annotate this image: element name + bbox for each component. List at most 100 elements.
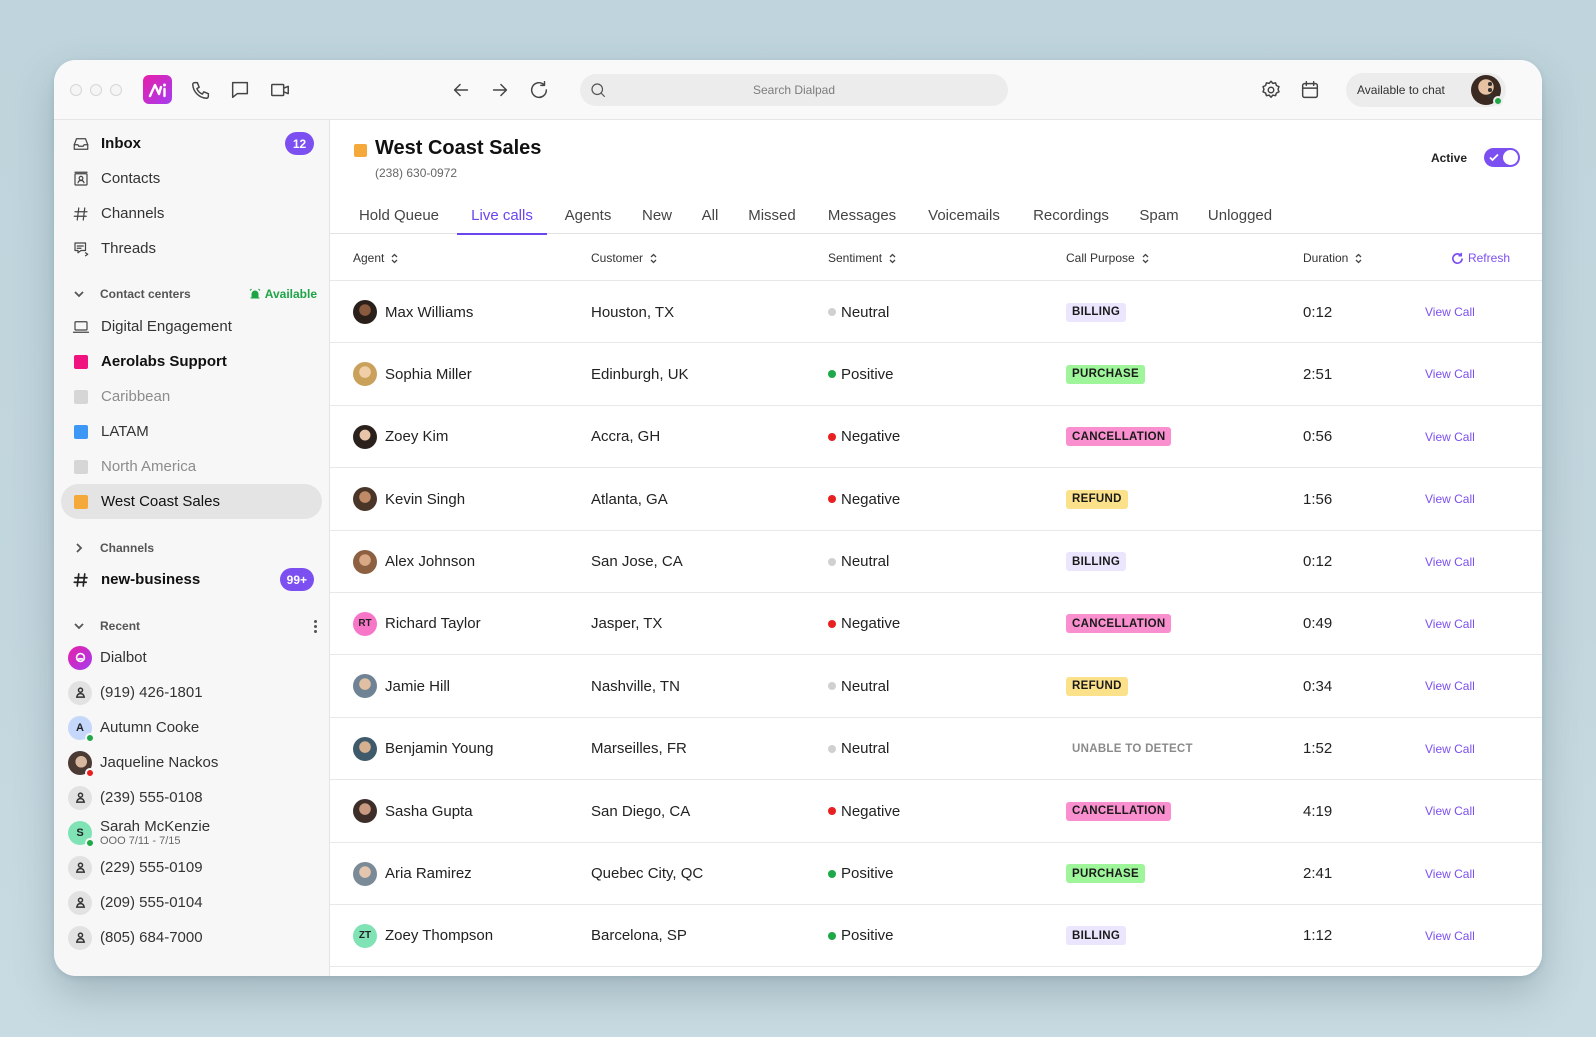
call-purpose-badge: REFUND (1066, 489, 1128, 509)
table-row[interactable]: Max Williams Houston, TX Neutral BILLING… (330, 281, 1542, 344)
table-row[interactable]: Jamie Hill Nashville, TN Neutral REFUND … (330, 655, 1542, 718)
view-call-link[interactable]: View Call (1425, 679, 1475, 694)
sidebar-item-contacts[interactable]: Contacts (61, 161, 322, 196)
view-call-link[interactable]: View Call (1425, 741, 1475, 756)
table-row[interactable]: Zoey Kim Accra, GH Negative CANCELLATION… (330, 406, 1542, 469)
recent-item-jaqueline-nackos[interactable]: Jaqueline Nackos (68, 745, 318, 780)
agent-name: Alex Johnson (385, 553, 476, 571)
tab-recordings[interactable]: Recordings (1033, 206, 1109, 224)
tab-hold-queue[interactable]: Hold Queue (358, 206, 440, 224)
gear-icon[interactable] (1259, 78, 1283, 102)
column-header-call-purpose[interactable]: Call Purpose (1066, 251, 1149, 265)
app-logo-icon[interactable] (143, 75, 172, 104)
call-purpose-badge: BILLING (1066, 302, 1127, 322)
reload-icon[interactable] (527, 78, 551, 102)
out-of-office-note: OOO 7/11 - 7/15 (100, 834, 181, 847)
table-row[interactable]: Sophia Miller Edinburgh, UK Positive PUR… (330, 343, 1542, 406)
recent-item-phone[interactable]: (209) 555-0104 (68, 885, 318, 920)
sidebar-item-aerolabs-support[interactable]: Aerolabs Support (61, 344, 322, 379)
view-call-link[interactable]: View Call (1425, 804, 1475, 819)
search-bar[interactable] (580, 74, 1008, 106)
table-row[interactable]: Aria Ramirez Quebec City, QC Positive PU… (330, 843, 1542, 905)
refresh-label: Refresh (1467, 251, 1510, 265)
back-arrow-icon[interactable] (449, 78, 473, 102)
chevron-right-icon[interactable] (72, 541, 86, 555)
sidebar-item-north-america[interactable]: North America (61, 449, 322, 484)
sidebar-item-digital-engagement[interactable]: Digital Engagement (61, 309, 322, 344)
sidebar-item-new-business[interactable]: new-business 99+ (61, 562, 322, 597)
sidebar-item-channels[interactable]: Channels (61, 196, 322, 231)
chat-icon[interactable] (228, 78, 252, 102)
recent-item-phone[interactable]: (229) 555-0109 (68, 850, 318, 885)
availability-status-button[interactable]: Available to chat (1346, 73, 1506, 107)
avatar: S (68, 820, 95, 848)
active-toggle[interactable] (1484, 148, 1520, 167)
column-header-sentiment[interactable]: Sentiment (828, 251, 896, 265)
recent-item-phone[interactable]: (239) 555-0108 (68, 780, 318, 815)
recent-item-autumn-cooke[interactable]: A Autumn Cooke (68, 710, 318, 745)
title-bar: Available to chat (54, 60, 1542, 120)
recent-item-sarah-mckenzie[interactable]: S Sarah McKenzie OOO 7/11 - 7/15 (68, 815, 318, 850)
view-call-link[interactable]: View Call (1425, 492, 1475, 507)
more-vertical-icon[interactable] (314, 619, 317, 633)
maximize-window-button[interactable] (110, 84, 122, 96)
sidebar-item-threads[interactable]: Threads (61, 231, 322, 266)
video-icon[interactable] (268, 78, 292, 102)
view-call-link[interactable]: View Call (1425, 554, 1475, 569)
table-row[interactable]: ZT Zoey Thompson Barcelona, SP Positive … (330, 905, 1542, 968)
more-vertical-icon[interactable] (1484, 80, 1496, 100)
calendar-icon[interactable] (1298, 78, 1322, 102)
sidebar-item-label: Threads (101, 240, 157, 257)
view-call-link[interactable]: View Call (1425, 305, 1475, 319)
chevron-down-icon[interactable] (72, 287, 86, 301)
main-panel: West Coast Sales (238) 630-0972 Active H… (330, 120, 1542, 976)
call-purpose-cell: CANCELLATION (1066, 406, 1172, 468)
sidebar-item-inbox[interactable]: Inbox 12 (61, 126, 322, 161)
tab-agents[interactable]: Agents (564, 206, 612, 224)
tab-spam[interactable]: Spam (1139, 206, 1179, 224)
chevron-down-icon[interactable] (72, 619, 86, 633)
recent-item-phone[interactable]: (805) 684-7000 (68, 920, 318, 955)
view-call-link[interactable]: View Call (1425, 616, 1475, 631)
agent-name: Richard Taylor (385, 615, 481, 633)
sentiment-cell: Negative (828, 468, 900, 530)
table-row[interactable]: Benjamin Young Marseilles, FR Neutral UN… (330, 718, 1542, 781)
close-window-button[interactable] (70, 84, 82, 96)
refresh-button[interactable]: Refresh (1451, 251, 1510, 265)
tab-all[interactable]: All (701, 206, 719, 224)
tab-voicemails[interactable]: Voicemails (928, 206, 1000, 224)
table-row[interactable]: Kevin Singh Atlanta, GA Negative REFUND … (330, 468, 1542, 531)
inbox-count-badge: 12 (285, 132, 314, 155)
table-row[interactable]: Sasha Gupta San Diego, CA Negative CANCE… (330, 780, 1542, 843)
tab-new[interactable]: New (641, 206, 672, 224)
table-row[interactable]: Alex Johnson San Jose, CA Neutral BILLIN… (330, 531, 1542, 593)
table-header: Agent Customer Sentiment Call Purpose Du… (330, 235, 1542, 281)
availability-status[interactable]: Available (249, 287, 317, 301)
recent-item-dialbot[interactable]: Dialbot (68, 640, 318, 675)
sidebar-item-caribbean[interactable]: Caribbean (61, 379, 322, 414)
tab-live-calls[interactable]: Live calls (457, 196, 547, 235)
minimize-window-button[interactable] (90, 84, 102, 96)
tab-unlogged[interactable]: Unlogged (1207, 206, 1273, 224)
customer-cell: San Diego, CA (591, 780, 690, 842)
sidebar-item-latam[interactable]: LATAM (61, 414, 322, 449)
sort-icon (1142, 253, 1149, 264)
table-row[interactable]: RT Richard Taylor Jasper, TX Negative CA… (330, 593, 1542, 656)
search-input[interactable] (580, 74, 1008, 106)
view-call-link[interactable]: View Call (1425, 367, 1475, 382)
user-avatar[interactable] (1471, 75, 1503, 106)
avatar (68, 750, 95, 778)
column-header-customer[interactable]: Customer (591, 251, 657, 265)
view-call-link[interactable]: View Call (1425, 928, 1475, 943)
call-purpose-cell: UNABLE TO DETECT (1066, 718, 1199, 780)
column-header-duration[interactable]: Duration (1303, 251, 1362, 265)
tab-messages[interactable]: Messages (827, 206, 897, 224)
view-call-link[interactable]: View Call (1425, 866, 1475, 881)
sidebar-item-west-coast-sales[interactable]: West Coast Sales (61, 484, 322, 519)
recent-item-phone[interactable]: (919) 426-1801 (68, 675, 318, 710)
phone-icon[interactable] (189, 78, 213, 102)
forward-arrow-icon[interactable] (488, 78, 512, 102)
column-header-agent[interactable]: Agent (353, 251, 398, 265)
tab-missed[interactable]: Missed (748, 206, 796, 224)
view-call-link[interactable]: View Call (1425, 429, 1475, 444)
